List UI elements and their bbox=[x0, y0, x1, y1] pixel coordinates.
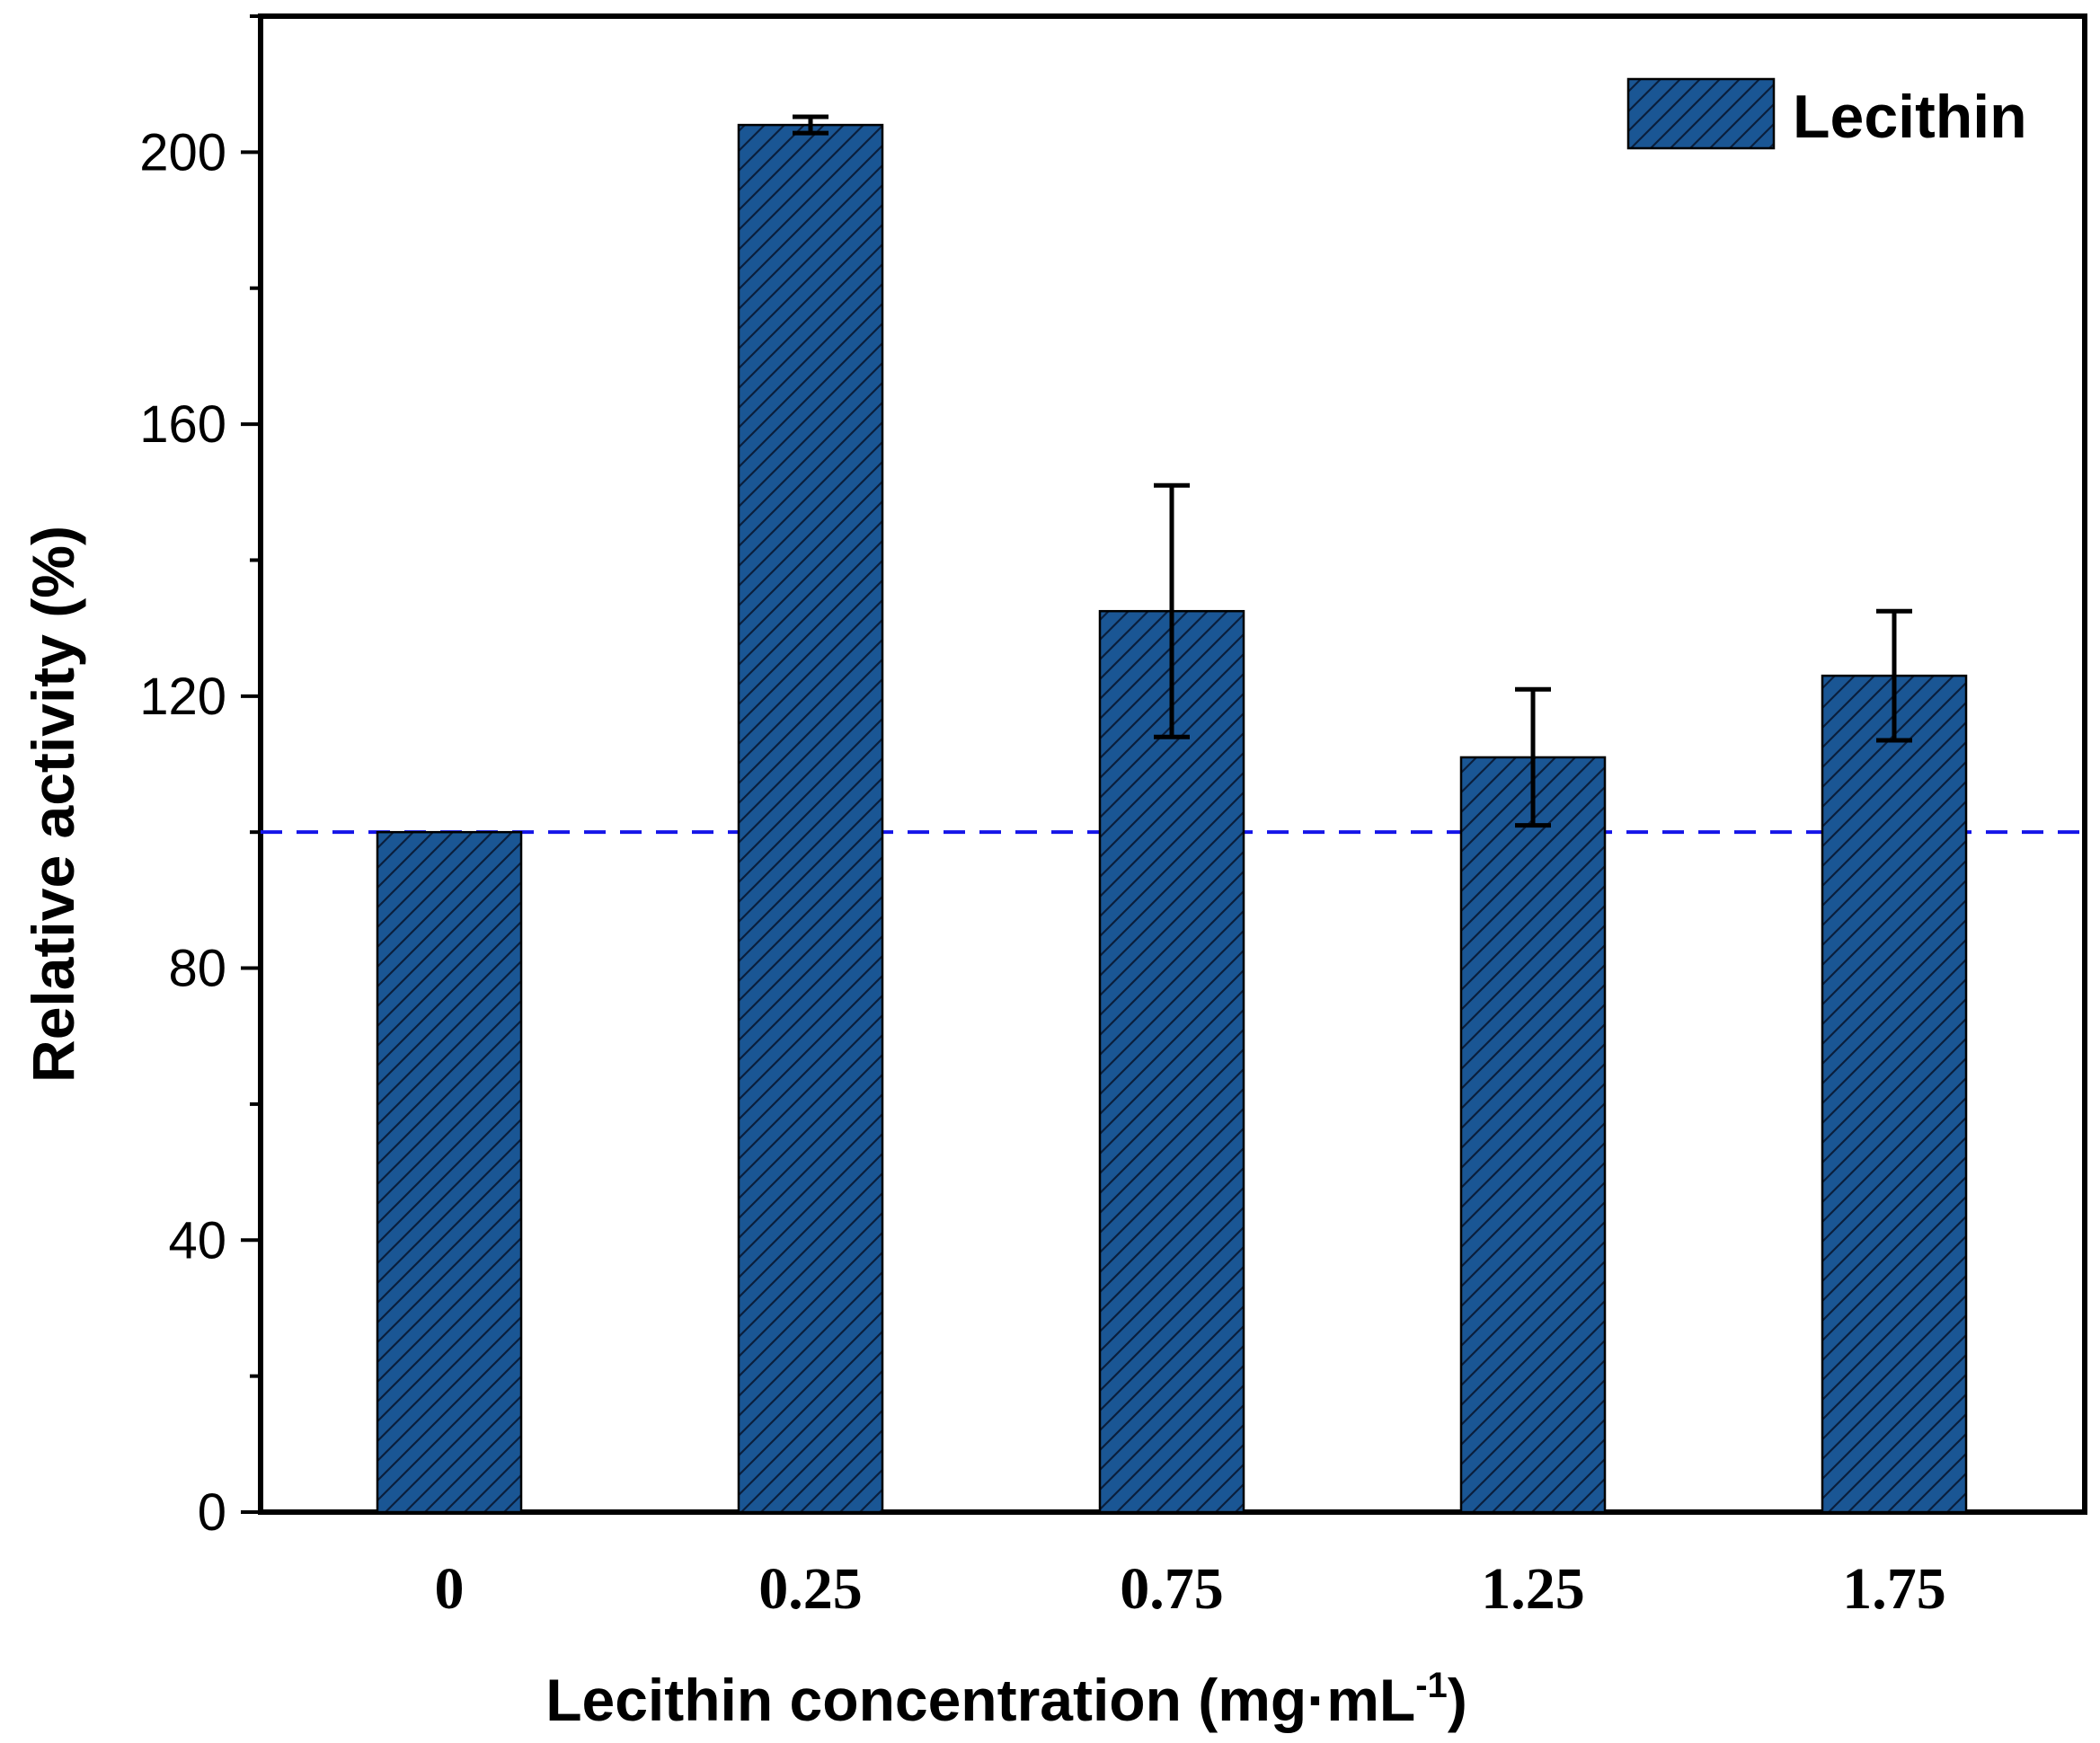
bar-0 bbox=[376, 830, 523, 1514]
y-tick-label-0: 0 bbox=[198, 1483, 226, 1542]
bars-layer bbox=[376, 123, 1968, 1514]
error-bars-layer bbox=[793, 114, 1912, 828]
bar-1.75 bbox=[1821, 674, 1968, 1514]
bar-0.25 bbox=[737, 123, 884, 1514]
x-axis-title-main: Lecithin concentration (mg·mL bbox=[545, 1667, 1415, 1733]
x-tick-label-0.75: 0.75 bbox=[1120, 1556, 1224, 1622]
legend-swatch bbox=[1626, 77, 1776, 150]
bar-1.25 bbox=[1459, 756, 1607, 1514]
x-tick-label-1.75: 1.75 bbox=[1842, 1556, 1946, 1622]
x-tick-label-0.25: 0.25 bbox=[758, 1556, 863, 1622]
legend: Lecithin bbox=[1626, 77, 2027, 151]
axes-layer: 0 40 80 120 160 200 0 0.25 0.75 1.25 1.75 bbox=[139, 14, 1946, 1622]
legend-label: Lecithin bbox=[1793, 83, 2027, 151]
y-tick-label-120: 120 bbox=[139, 668, 226, 726]
error-bar-0.75 bbox=[1154, 482, 1190, 739]
error-bar-1.25 bbox=[1515, 686, 1551, 828]
x-axis-title-superscript: -1 bbox=[1415, 1666, 1448, 1705]
x-tick-label-1.25: 1.25 bbox=[1481, 1556, 1585, 1622]
y-tick-label-40: 40 bbox=[168, 1211, 226, 1270]
x-axis-title: Lecithin concentration (mg·mL-1) bbox=[545, 1666, 1467, 1733]
x-tick-label-0: 0 bbox=[435, 1556, 465, 1622]
y-tick-label-80: 80 bbox=[168, 940, 226, 998]
y-tick-label-160: 160 bbox=[139, 395, 226, 454]
y-tick-label-200: 200 bbox=[139, 123, 226, 181]
bar-0.75 bbox=[1098, 609, 1245, 1514]
error-bar-0.25 bbox=[793, 114, 828, 136]
error-bar-1.75 bbox=[1876, 608, 1912, 743]
x-axis-title-close: ) bbox=[1448, 1667, 1467, 1733]
y-axis-title: Relative activity (%) bbox=[20, 526, 86, 1083]
